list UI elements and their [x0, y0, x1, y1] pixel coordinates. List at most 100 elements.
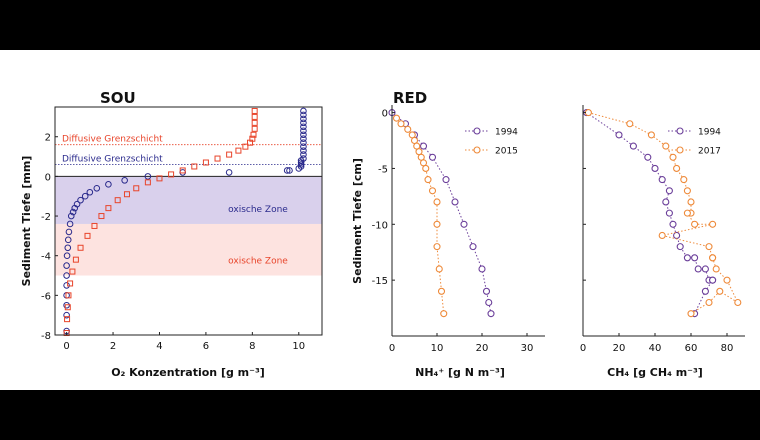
point-blue-14: [297, 159, 305, 166]
point-blue-37: [63, 252, 71, 259]
ch4-point-1994-3: [644, 153, 652, 161]
ch4-point-1994-11: [676, 243, 684, 251]
red-legend-label-0: 1994: [495, 128, 518, 138]
ch4-legend: 1994 2017: [668, 127, 721, 157]
point-blue-20: [225, 169, 233, 176]
point-red-15: [156, 175, 163, 182]
point-blue-26: [86, 188, 94, 196]
point-blue-33: [66, 220, 74, 228]
annotation-2: oxische Zone: [228, 205, 288, 215]
red-point-1994-12: [487, 310, 495, 318]
ch4-point-2017-17: [712, 265, 720, 273]
ch4-legend-label-1: 2017: [698, 147, 721, 157]
chart-ch4: 1994 2017 0 20 40 60 80 CH₄ [g CH₄ m⁻³]: [580, 105, 745, 379]
ch4-point-2017-0: [584, 109, 592, 117]
sou-y-ticks: -8 -6 -4 -2 0 2: [41, 133, 58, 342]
ch4-point-1994-5: [658, 176, 666, 184]
chart-sou-title: SOU: [100, 89, 136, 107]
sou-ytick-0: -8: [41, 331, 51, 342]
point-red-13: [179, 167, 186, 174]
sou-series: [63, 107, 307, 337]
red-point-2015-13: [433, 220, 441, 228]
sou-annotations: Diffusive Grenzschicht Diffusive Grenzsch…: [62, 135, 288, 267]
point-blue-8: [300, 139, 307, 146]
red-legend: 1994 2015: [465, 127, 518, 157]
ch4-point-2017-8: [687, 198, 695, 206]
sou-xtick-5: 10: [292, 341, 305, 352]
chart-ch4-xlabel: CH₄ [g CH₄ m⁻³]: [607, 366, 703, 379]
red-legend-marker-1: [473, 146, 481, 154]
red-point-2015-2: [404, 125, 412, 133]
point-blue-11: [300, 151, 307, 158]
ch4-point-1994-6: [665, 187, 673, 195]
point-blue-17: [295, 165, 303, 172]
red-point-2015-14: [433, 243, 441, 251]
ch4-point-2017-5: [673, 164, 681, 172]
ch4-point-1994-10: [673, 231, 681, 240]
ch4-xtick-3: 60: [685, 343, 698, 354]
ch4-point-1994-18: [709, 276, 717, 284]
red-point-2015-15: [435, 265, 443, 273]
point-red-8: [235, 147, 242, 154]
red-point-2015-9: [422, 164, 430, 172]
ch4-point-1994-1: [615, 131, 623, 139]
point-red-18: [123, 191, 130, 198]
ch4-point-1994-4: [651, 164, 659, 172]
ch4-legend-label-0: 1994: [698, 128, 721, 138]
sou-xtick-3: 6: [203, 341, 209, 352]
red-point-1994-5: [442, 176, 450, 184]
ch4-series: [583, 109, 742, 318]
point-blue-38: [63, 262, 70, 269]
point-blue-3: [300, 119, 307, 127]
ch4-point-1994-19: [701, 287, 709, 295]
annotation-1: Diffusive Grenzschicht: [62, 154, 163, 164]
ch4-point-2017-6: [680, 176, 688, 184]
point-red-14: [168, 171, 175, 178]
ch4-point-1994-15: [701, 265, 709, 273]
point-blue-32: [67, 212, 75, 220]
point-blue-10: [300, 147, 307, 154]
sou-ytick-4: 0: [45, 172, 51, 183]
red-xtick-2: 20: [476, 343, 489, 354]
point-red-24: [77, 244, 84, 251]
point-red-4: [250, 131, 257, 138]
ch4-point-1994-2: [629, 142, 637, 150]
red-point-1994-6: [451, 198, 459, 206]
sou-ytick-5: 2: [45, 133, 51, 144]
ch4-xtick-0: 0: [580, 343, 586, 354]
point-blue-43: [63, 311, 70, 319]
ch4-point-2017-20: [716, 287, 724, 295]
point-blue-22: [144, 173, 152, 180]
ch4-point-2017-18: [723, 276, 731, 284]
point-red-0: [251, 107, 258, 114]
point-blue-2: [300, 115, 307, 123]
sou-x-ticks: 0 2 4 6 8 10: [63, 332, 305, 352]
point-red-29: [64, 304, 71, 311]
ch4-point-2017-21: [705, 298, 713, 307]
sou-ytick-3: -2: [41, 212, 51, 223]
red-point-2015-12: [433, 198, 441, 206]
point-red-3: [251, 125, 258, 132]
red-point-2015-10: [424, 176, 432, 184]
ch4-point-2017-16: [709, 254, 717, 262]
sou-bands: [55, 144, 322, 276]
chart-sou-frame: [54, 106, 323, 336]
ch4-point-1994-12: [683, 254, 691, 262]
red-xtick-1: 10: [431, 343, 444, 354]
sou-ytick-1: -6: [41, 291, 51, 302]
chart-red: RED 1994 2015 0 10 20 30 0 -5 -10 -15 NH₄⁺ [g N…: [351, 89, 545, 379]
point-blue-40: [63, 282, 70, 289]
ch4-point-2017-13: [658, 231, 666, 240]
oxic-band-blue: [55, 176, 322, 224]
point-red-16: [144, 179, 151, 186]
point-blue-35: [64, 236, 72, 244]
red-legend-marker-0: [473, 127, 481, 135]
ch4-point-2017-7: [683, 187, 691, 195]
point-blue-4: [300, 123, 307, 131]
red-ytick-2: -10: [372, 220, 388, 231]
chart-red-title: RED: [393, 89, 427, 107]
sou-xtick-4: 8: [249, 341, 255, 352]
red-series: [388, 109, 495, 318]
red-point-1994-9: [478, 265, 486, 273]
